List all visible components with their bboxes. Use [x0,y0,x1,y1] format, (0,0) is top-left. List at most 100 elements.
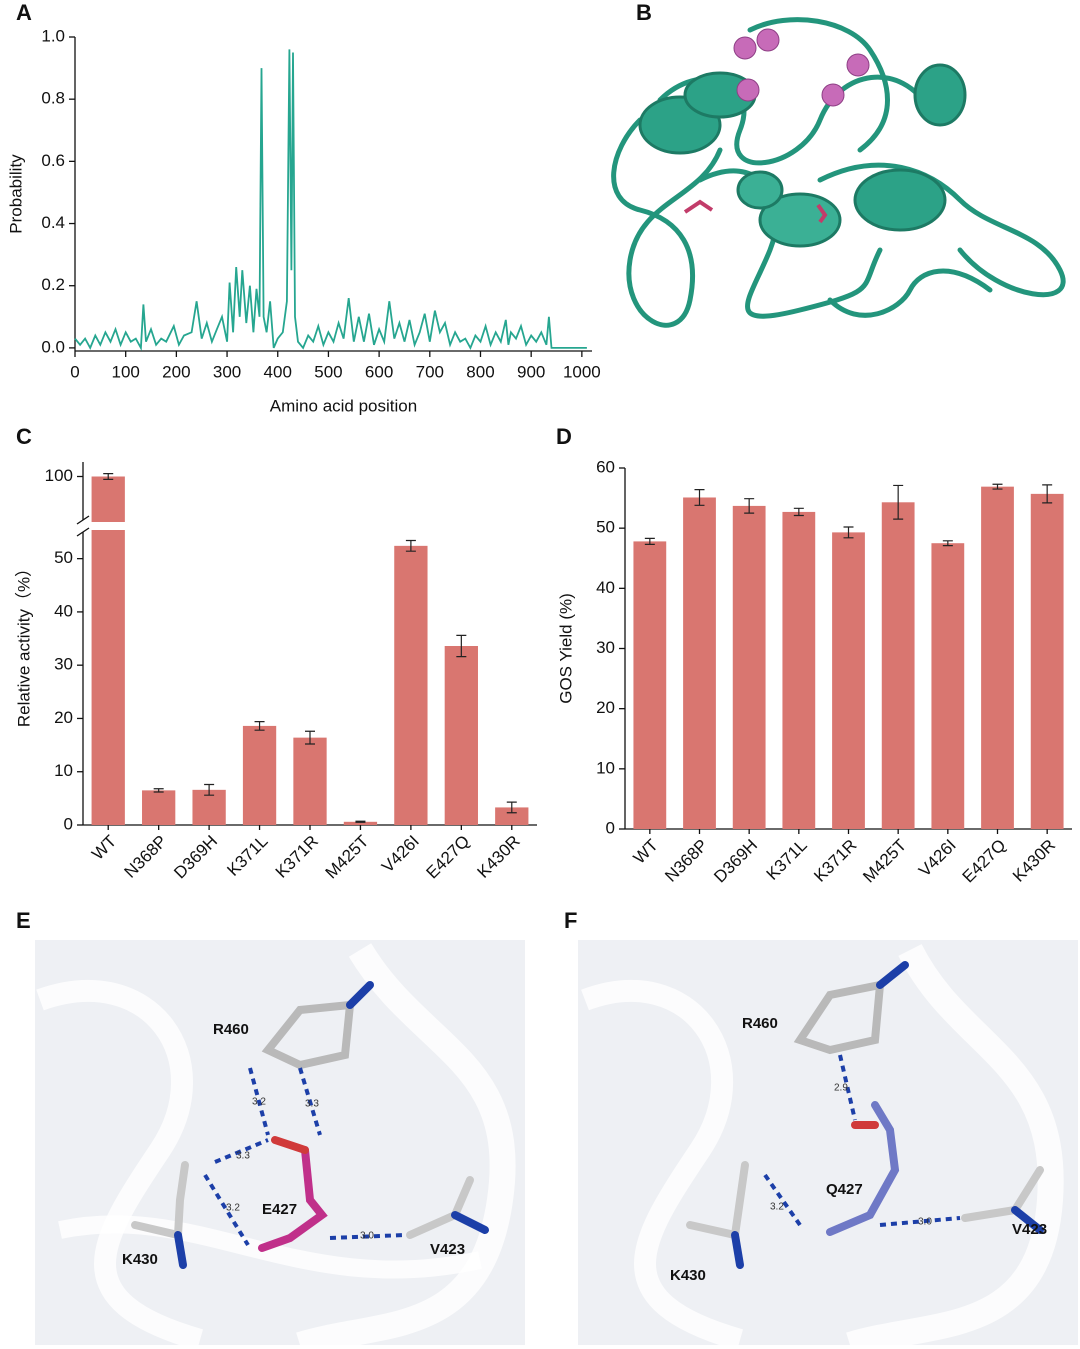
bar [394,545,428,825]
y-axis-title: GOS Yield (%) [556,593,575,704]
error-bar [893,484,904,520]
residue-label: R460 [213,1021,249,1038]
axis-break [76,515,90,525]
docking-view-f [578,940,1078,1349]
distance-label: 3.2 [226,1203,240,1214]
x-tick-label: N368P [120,832,170,882]
bar [782,511,816,829]
y-tick-label: 10 [596,758,615,777]
x-tick-label: M425T [322,832,373,883]
x-tick-label: 0 [70,362,79,381]
error-bar [204,783,215,796]
x-tick-label: 500 [314,362,342,381]
bar [981,486,1014,829]
distance-label: 3.2 [770,1202,784,1213]
distance-label: 2.9 [834,1083,848,1094]
error-bar [153,788,164,793]
distance-label: 3.0 [918,1217,932,1228]
error-bar [506,801,517,814]
active-site-sticks [683,199,828,224]
protein-structure [611,17,1066,328]
error-bar [694,489,705,506]
x-tick-label: V426I [915,836,960,881]
y-tick-label: 1.0 [41,26,65,45]
y-axis-title: Relative activity（%） [14,560,33,727]
bar [242,725,277,825]
panel-label: A [16,0,32,25]
x-tick-label: D369H [170,832,221,883]
error-bar [942,540,953,547]
x-tick-label: 200 [162,362,190,381]
y-tick-label: 50 [596,518,615,537]
residue-label: R460 [742,1015,778,1032]
error-bar [405,539,416,552]
y-tick-label: 0.6 [41,151,65,170]
x-tick-label: 400 [264,362,292,381]
bar [931,543,965,829]
distance-label: 3.3 [236,1151,250,1162]
distance-label: 3.0 [360,1231,374,1242]
x-tick-label: E427Q [422,832,473,883]
y-tick-label: 30 [54,655,73,674]
x-tick-label: 600 [365,362,393,381]
error-bar [355,820,366,823]
y-tick-label: 20 [54,708,73,727]
panel-label: B [636,0,652,25]
x-tick-label: E427Q [959,836,1010,887]
x-tick-label: 900 [517,362,545,381]
error-bar [254,721,265,731]
x-tick-label: K371L [223,832,271,880]
metal-spheres [733,28,870,107]
y-tick-label: 60 [596,457,615,476]
y-tick-label: 40 [596,578,615,597]
x-tick-label: K371L [763,836,811,884]
axis-break [76,527,90,537]
break-gap [90,522,126,530]
residue-label: K430 [670,1267,706,1284]
y-tick-label: 10 [54,761,73,780]
x-tick-label: 100 [111,362,139,381]
bar [732,505,766,829]
bar [881,502,915,829]
y-tick-label: 40 [54,601,73,620]
error-bar [744,498,755,514]
panel-label: F [564,908,577,933]
error-bar [456,634,467,658]
residue-label: V423 [430,1241,465,1258]
docking-view-e [35,940,525,1349]
panel-label: E [16,908,31,933]
x-tick-label: K430R [1009,836,1059,886]
y-tick-label: 100 [45,466,73,485]
x-tick-label: V426I [378,832,423,877]
residue-label: Q427 [826,1181,863,1198]
panel-label: C [16,424,32,449]
bar [495,807,529,825]
residue-label: V423 [1012,1221,1047,1238]
error-bar [305,730,315,745]
residue-label: E427 [262,1201,297,1218]
bar [633,541,667,829]
error-bar [103,473,114,480]
x-axis-title: Amino acid position [270,396,417,415]
x-tick-label: 700 [416,362,444,381]
residue-label: K430 [122,1251,158,1268]
x-tick-label: K371R [272,832,322,882]
x-tick-label: D369H [710,836,761,887]
bar [683,497,716,829]
error-bar [1042,484,1053,504]
x-tick-label: 1000 [563,362,601,381]
bar [293,737,327,825]
y-tick-label: 0.8 [41,89,65,108]
y-tick-label: 0.0 [41,337,65,356]
x-tick-label: K371R [810,836,860,886]
x-tick-label: 300 [213,362,241,381]
bar [343,821,378,825]
x-tick-label: K430R [474,832,524,882]
error-bar [843,526,854,539]
probability-line [74,49,587,352]
bar [91,476,125,825]
y-tick-label: 0.4 [41,213,65,232]
distance-label: 3.3 [305,1099,319,1110]
bar [1030,493,1064,829]
